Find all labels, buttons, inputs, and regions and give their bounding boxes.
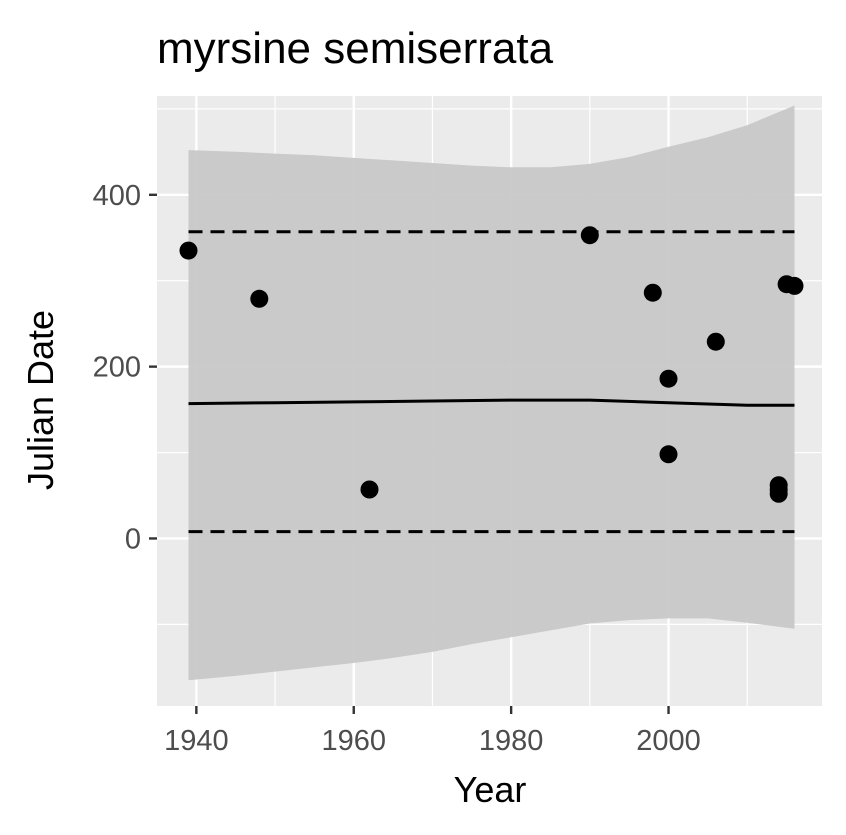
data-point [643,283,662,302]
data-point [659,445,678,464]
trend-line [188,398,795,407]
chart-title: myrsine semiserrata [157,24,554,73]
y-tick-label: 400 [93,180,141,212]
data-point [769,476,788,495]
x-axis-title: Year [454,769,527,810]
data-point [580,226,599,245]
data-point [785,276,804,295]
y-axis-title: Julian Date [20,310,61,490]
plot-panel [157,96,822,706]
y-tick-label: 0 [125,523,141,555]
x-tick-label: 1980 [479,725,544,757]
x-tick-label: 1960 [321,725,386,757]
data-point [659,369,678,388]
x-axis: 1940 1960 1980 2000 [164,706,701,757]
x-tick-label: 1940 [164,725,229,757]
confidence-ribbon [188,105,795,681]
x-tick-label: 2000 [636,725,701,757]
y-tick-label: 200 [93,352,141,384]
data-point [179,241,198,260]
data-point [250,289,269,308]
data-point [360,480,379,499]
data-point [706,332,725,351]
y-axis: 0 200 400 [93,180,157,555]
